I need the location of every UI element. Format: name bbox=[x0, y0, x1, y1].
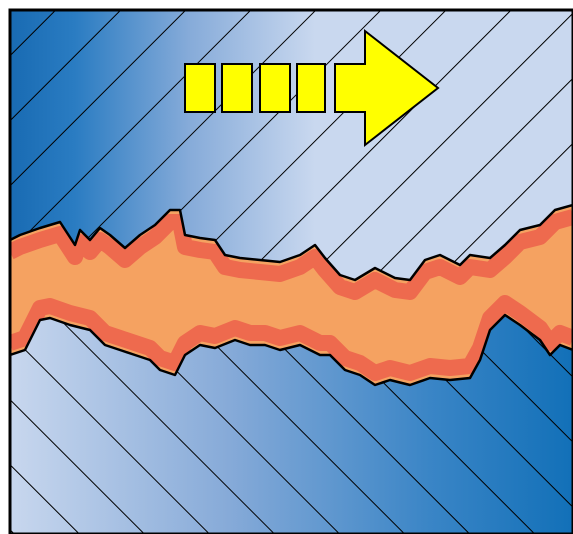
arrow-block bbox=[185, 64, 215, 112]
arrow-block bbox=[297, 64, 325, 112]
page bbox=[0, 0, 573, 534]
arrow-block bbox=[222, 64, 252, 112]
illustration bbox=[0, 0, 573, 534]
arrow-block bbox=[260, 64, 290, 112]
